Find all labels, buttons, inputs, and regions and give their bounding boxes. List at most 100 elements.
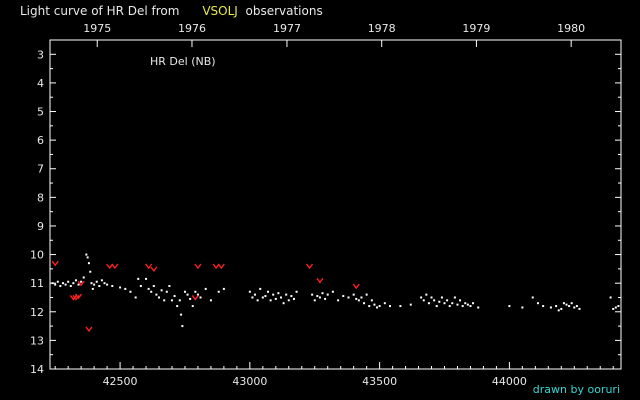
obs-point — [357, 299, 360, 302]
obs-point — [285, 293, 288, 296]
header-source: VSOLJ — [202, 4, 238, 18]
obs-point — [152, 285, 155, 288]
obs-point — [443, 302, 446, 305]
obs-point — [459, 299, 462, 302]
y-tick-label: 3 — [37, 48, 44, 61]
obs-point — [85, 253, 88, 256]
obs-point — [318, 296, 321, 299]
data-marks — [51, 253, 620, 333]
obs-point — [267, 290, 270, 293]
plot-frame — [49, 39, 622, 370]
obs-point — [399, 305, 402, 308]
obs-point — [331, 290, 334, 293]
obs-point — [612, 307, 615, 310]
obs-point — [536, 302, 539, 305]
obs-point — [427, 302, 430, 305]
obs-point — [139, 285, 142, 288]
x-tick-label: 42500 — [103, 375, 138, 388]
y-tick-label: 4 — [37, 77, 44, 90]
obs-point — [124, 287, 127, 290]
obs-point — [342, 295, 345, 298]
obs-point — [134, 296, 137, 299]
limit-mark — [217, 263, 225, 270]
limit-mark — [77, 280, 85, 287]
obs-point — [453, 296, 456, 299]
obs-point — [180, 313, 183, 316]
obs-point — [472, 302, 475, 305]
obs-point — [614, 306, 617, 309]
obs-point — [119, 286, 122, 289]
obs-point — [477, 306, 480, 309]
obs-point — [508, 305, 511, 308]
obs-point — [425, 293, 428, 296]
obs-point — [324, 297, 327, 300]
obs-point — [466, 303, 469, 306]
obs-point — [183, 290, 186, 293]
y-tick-label: 10 — [30, 249, 44, 262]
y-tick-label: 7 — [37, 163, 44, 176]
limit-mark — [194, 263, 202, 270]
obs-point — [259, 287, 262, 290]
y-tick-label: 8 — [37, 191, 44, 204]
obs-point — [56, 280, 59, 283]
obs-point — [430, 296, 433, 299]
obs-point — [311, 293, 314, 296]
obs-point — [103, 282, 106, 285]
obs-point — [383, 302, 386, 305]
obs-point — [337, 299, 340, 302]
obs-point — [155, 293, 158, 296]
chart-title: HR Del (NB) — [150, 55, 216, 68]
obs-point — [59, 285, 62, 288]
obs-point — [147, 287, 150, 290]
obs-point — [560, 307, 563, 310]
limit-mark — [51, 260, 59, 267]
limit-mark — [191, 295, 199, 301]
obs-point — [347, 296, 350, 299]
obs-point — [90, 282, 93, 285]
obs-point — [269, 299, 272, 302]
year-label: 1978 — [368, 22, 396, 35]
obs-point — [181, 325, 184, 328]
obs-point — [549, 306, 552, 309]
limit-mark — [316, 277, 324, 284]
y-tick-label: 5 — [37, 106, 44, 119]
obs-point — [186, 293, 189, 296]
obs-point — [373, 303, 376, 306]
limit-mark — [106, 263, 114, 270]
obs-point — [251, 296, 254, 299]
obs-point — [438, 300, 441, 303]
obs-point — [87, 262, 90, 265]
obs-point — [54, 283, 57, 286]
obs-point — [287, 299, 290, 302]
obs-point — [189, 297, 192, 300]
obs-point — [93, 283, 96, 286]
obs-point — [129, 290, 132, 293]
limit-mark — [69, 295, 77, 301]
obs-point — [464, 302, 467, 305]
obs-point — [137, 277, 140, 280]
obs-point — [321, 292, 324, 295]
obs-point — [61, 282, 64, 285]
obs-point — [170, 299, 173, 302]
obs-point — [168, 285, 171, 288]
obs-point — [82, 276, 85, 279]
obs-point — [191, 305, 194, 308]
obs-point — [176, 305, 179, 308]
obs-point — [196, 293, 199, 296]
obs-point — [555, 305, 558, 308]
obs-point — [370, 299, 373, 302]
obs-point — [163, 299, 166, 302]
obs-point — [446, 299, 449, 302]
obs-point — [448, 305, 451, 308]
obs-point — [86, 256, 89, 259]
limit-mark — [305, 263, 314, 270]
credit-text: drawn by ooruri — [532, 383, 620, 396]
obs-point — [420, 296, 423, 299]
y-tick-label: 12 — [30, 306, 44, 319]
year-label: 1975 — [83, 22, 111, 35]
obs-point — [204, 287, 207, 290]
limit-mark — [212, 263, 220, 270]
obs-point — [570, 302, 573, 305]
obs-point — [106, 283, 109, 286]
y-tick-label: 6 — [37, 134, 44, 147]
